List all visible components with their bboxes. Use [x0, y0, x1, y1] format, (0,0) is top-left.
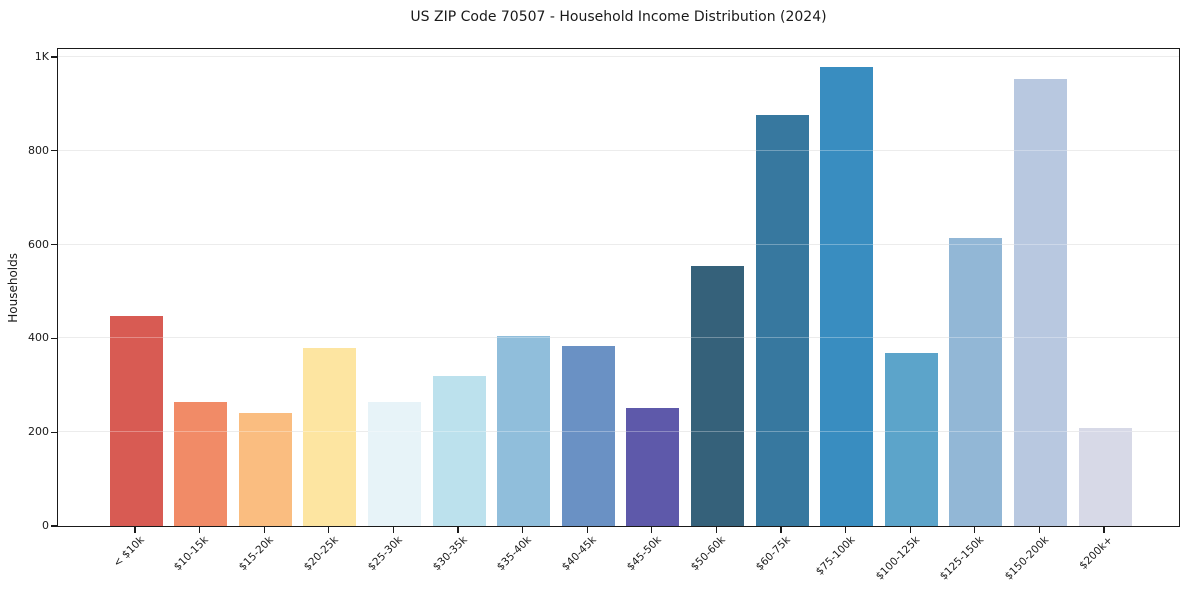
x-tick-mark: [392, 527, 394, 533]
gridline: [58, 431, 1179, 433]
x-tick-mark: [328, 527, 330, 533]
gridline: [58, 337, 1179, 339]
bar: [238, 412, 292, 526]
x-tick-mark: [586, 527, 588, 533]
x-tick-mark: [1103, 527, 1105, 533]
x-tick-label-text: $200k+: [1077, 534, 1116, 572]
y-axis-label: Households: [6, 252, 20, 323]
x-tick-mark: [651, 527, 653, 533]
x-tick-mark: [522, 527, 524, 533]
gridline: [58, 243, 1179, 245]
x-tick-mark: [845, 527, 847, 533]
bar: [884, 353, 938, 526]
x-tick-mark: [199, 527, 201, 533]
x-tick-mark: [780, 527, 782, 533]
y-tick-label: 800: [28, 143, 49, 157]
y-tick-mark: [51, 431, 57, 433]
y-axis-label-wrap: Households: [6, 48, 20, 527]
bar: [432, 375, 486, 526]
plot-area: [57, 48, 1180, 527]
gridline-overlay: [58, 337, 1179, 339]
gridline-overlay: [58, 431, 1179, 433]
bar: [755, 115, 809, 526]
gridline: [58, 56, 1179, 57]
bar: [174, 401, 228, 526]
x-tick-mark: [909, 527, 911, 533]
gridline: [58, 149, 1179, 151]
bar: [690, 265, 744, 526]
bar: [561, 345, 615, 526]
bar: [820, 67, 874, 526]
chart-title: US ZIP Code 70507 - Household Income Dis…: [410, 9, 827, 25]
y-tick-mark: [51, 244, 57, 246]
y-tick-label: 600: [28, 237, 49, 251]
y-tick-mark: [51, 525, 57, 527]
x-tick-mark: [974, 527, 976, 533]
bar: [949, 238, 1003, 526]
y-tick-mark: [51, 56, 57, 58]
bar: [1078, 427, 1132, 526]
bar: [303, 347, 357, 526]
bar: [626, 408, 680, 526]
y-tick-mark: [51, 150, 57, 152]
bar: [1013, 78, 1067, 526]
y-tick-mark: [51, 337, 57, 339]
y-tick-label: 400: [28, 331, 49, 345]
x-tick-mark: [457, 527, 459, 533]
bar: [497, 336, 551, 526]
y-tick-label: 0: [42, 519, 49, 532]
gridline-overlay: [58, 56, 1179, 57]
bar: [109, 315, 163, 526]
y-tick-label: 1K: [34, 50, 49, 63]
bar: [367, 401, 421, 526]
x-tick-mark: [134, 527, 136, 533]
x-tick-label: $200k+: [907, 534, 1116, 572]
x-tick-mark: [715, 527, 717, 533]
gridline-overlay: [58, 149, 1179, 151]
x-tick-mark: [1038, 527, 1040, 533]
y-tick-label: 200: [28, 425, 49, 439]
gridline-overlay: [58, 243, 1179, 245]
x-tick-mark: [263, 527, 265, 533]
